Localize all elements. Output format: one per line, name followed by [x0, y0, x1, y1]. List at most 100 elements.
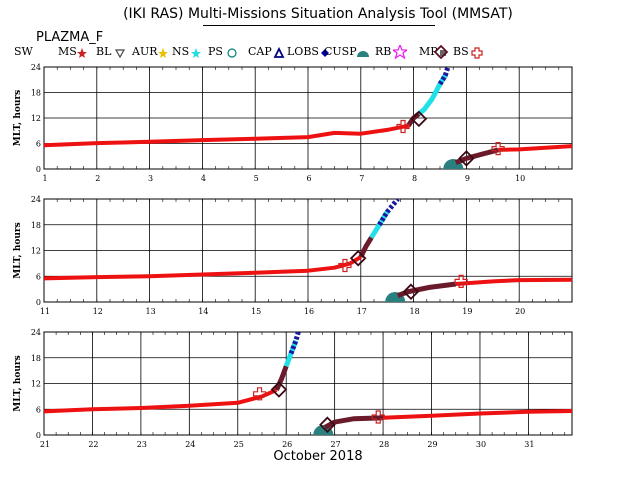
plus-outline-icon [471, 44, 483, 63]
x-tick-label: 16 [304, 307, 314, 316]
x-tick-label: 2 [95, 174, 100, 183]
ms-track-segment [274, 365, 289, 391]
panel-data [44, 67, 572, 169]
x-tick-label: 18 [410, 307, 420, 316]
legend-label-cusp: CUSP [324, 45, 357, 58]
region-legend: SW MS BL AUR NS PS CAP LOBS CUSP RB MP BS [0, 43, 636, 64]
x-tick-label: 20 [515, 307, 525, 316]
y-axis-label: MLT, hours [13, 355, 23, 411]
y-tick-label: 18 [31, 221, 41, 230]
y-tick-label: 12 [31, 114, 41, 123]
x-tick-label: 7 [359, 174, 364, 183]
legend-label-lobs: LOBS [287, 45, 319, 58]
sw-line-late [455, 277, 572, 286]
x-tick-label: 12 [93, 307, 103, 316]
sw-line-late [383, 409, 572, 420]
y-tick-label: 18 [31, 354, 41, 363]
legend-label-sw: SW [14, 45, 33, 58]
x-tick-label: 15 [251, 307, 261, 316]
y-tick-label: 12 [31, 247, 41, 256]
legend-label-aur: AUR [132, 45, 158, 58]
ns-track-segment [417, 74, 448, 116]
lobs-track-segment [377, 199, 400, 227]
panel-data [44, 199, 572, 302]
x-tick-label: 30 [476, 440, 486, 449]
legend-label-bl: BL [96, 45, 112, 58]
x-axis-label: October 2018 [273, 449, 363, 464]
bs-crossing-marker [371, 410, 385, 424]
bs-crossing-marker [396, 119, 410, 134]
ms-track-segment [358, 236, 374, 259]
legend-label-ms: MS [58, 45, 77, 58]
x-tick-label: 26 [282, 440, 292, 449]
sw-line-late [498, 144, 572, 152]
x-tick-label: 1 [42, 174, 47, 183]
x-tick-label: 14 [198, 307, 208, 316]
sw-line [44, 388, 278, 414]
y-tick-label: 24 [31, 328, 41, 337]
triangle-down-icon [114, 44, 126, 63]
square-icon [437, 44, 449, 63]
x-tick-label: 3 [148, 174, 153, 183]
x-tick-label: 17 [357, 307, 367, 316]
x-tick-label: 21 [40, 440, 50, 449]
star-outline-icon [391, 43, 409, 63]
lobs-track-segment [437, 67, 451, 86]
legend-label-rb: RB [375, 45, 392, 58]
legend-label-cap: CAP [248, 45, 272, 58]
x-tick-label: 27 [331, 440, 341, 449]
panel-2: 11 12 13 14 15 16 17 18 19 20 0 6 12 18 24 MLT, hours [13, 195, 573, 316]
y-tick-label: 6 [36, 140, 41, 149]
mp-crossing-marker [402, 283, 420, 300]
y-tick-label: 6 [36, 272, 41, 281]
x-tick-label: 22 [88, 440, 98, 449]
x-tick-label: 8 [412, 174, 417, 183]
bs-crossing-marker [454, 274, 468, 288]
x-tick-label: 11 [40, 307, 50, 316]
x-tick-label: 13 [146, 307, 156, 316]
x-tick-label: 6 [306, 174, 311, 183]
legend-label-bs: BS [453, 45, 469, 58]
mp-crossing-marker [319, 416, 336, 433]
y-axis-label: MLT, hours [13, 90, 23, 146]
star-icon [190, 44, 202, 63]
y-tick-label: 0 [36, 165, 41, 174]
mp-crossing-marker [270, 381, 288, 398]
y-tick-label: 24 [31, 195, 41, 204]
y-tick-label: 24 [31, 63, 41, 72]
panel-3: 21 22 23 24 25 26 27 28 29 30 31 0 6 12 18 24 MLT, hours [13, 328, 573, 449]
y-tick-label: 0 [36, 298, 41, 307]
ms-track-segment [396, 281, 457, 298]
y-tick-label: 6 [36, 405, 41, 414]
x-tick-label: 5 [254, 174, 259, 183]
star-icon [157, 44, 169, 63]
x-tick-label: 25 [234, 440, 244, 449]
legend-label-ps: PS [208, 45, 223, 58]
sw-line [44, 123, 409, 148]
mp-diamond-icon [433, 44, 449, 63]
bs-crossing-marker [491, 142, 505, 156]
mp-crossing-marker [349, 249, 367, 267]
mp-crossing-marker [458, 150, 475, 167]
x-tick-label: 9 [465, 174, 470, 183]
title-underline [203, 25, 435, 26]
legend-label-ns: NS [172, 45, 190, 58]
x-tick-label: 4 [201, 174, 206, 183]
chart-title: (IKI RAS) Multi-Missions Situation Analy… [123, 6, 513, 22]
circle-icon [226, 44, 238, 63]
y-tick-label: 18 [31, 89, 41, 98]
legend-label-mp: MP [419, 45, 438, 58]
sw-line [44, 255, 362, 281]
half-circle-icon [356, 44, 370, 63]
x-tick-label: 24 [185, 440, 195, 449]
panel-data [44, 332, 572, 435]
bs-crossing-marker [338, 258, 352, 273]
y-tick-label: 12 [31, 380, 41, 389]
ms-track-segment [323, 415, 384, 430]
bs-crossing-marker [252, 387, 267, 401]
y-tick-label: 0 [36, 431, 41, 440]
mp-crossing-marker [410, 110, 428, 128]
x-tick-label: 10 [515, 174, 525, 183]
